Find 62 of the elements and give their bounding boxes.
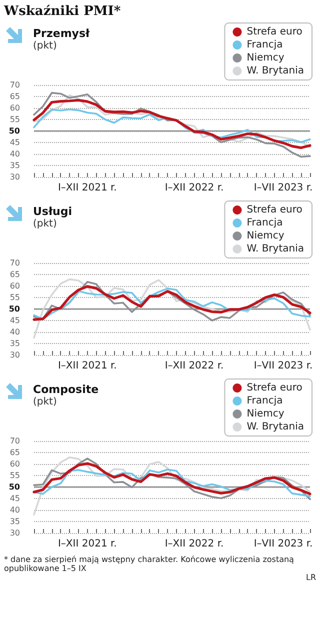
line-series (33, 92, 311, 158)
legend-label: W. Brytania (246, 244, 304, 254)
chart-title: Usługi (33, 205, 72, 218)
y-tick-label: 55 (10, 115, 20, 124)
y-tick-label: 45 (10, 316, 20, 325)
y-tick-label: 40 (10, 328, 20, 336)
line-series (33, 108, 311, 144)
legend-label: W. Brytania (246, 422, 304, 432)
y-tick-label: 65 (10, 448, 20, 457)
legend-label: W. Brytania (246, 66, 304, 76)
x-tick-label: I–XII 2021 r. (58, 360, 117, 372)
text: * dane za sierpień mają wstępny charakter. Końcowe wyliczenia zostaną opublikowane 1–5 IX (3, 555, 295, 573)
y-tick-label: 55 (10, 471, 20, 480)
legend-label: Niemcy (246, 408, 284, 420)
y-tick-label: 45 (10, 138, 20, 147)
y-tick-label: 70 (10, 258, 20, 268)
y-tick-label: 30 (10, 350, 20, 360)
x-tick-label: I–VII 2023 r. (254, 360, 313, 372)
y-axis-title: (pkt) (33, 218, 57, 230)
chart-title: Wskaźniki PMI* (2, 3, 122, 21)
chart-subtitle: Przemysł (33, 27, 91, 40)
x-tick-label: I–VII 2023 r. (254, 182, 313, 194)
y-tick-label: 60 (10, 460, 20, 468)
y-axis-title: (pkt) (33, 396, 57, 408)
y-tick-label: 65 (10, 270, 20, 279)
x-tick-label: I–VII 2023 r. (254, 538, 313, 550)
line-series (33, 468, 311, 498)
legend-label: Francja (246, 218, 283, 228)
y-tick-label: 45 (10, 494, 20, 503)
y-tick-label: 40 (10, 506, 20, 514)
legend-label: Strefa euro (246, 26, 302, 38)
line-series (33, 456, 311, 516)
chart-title: Composite (33, 383, 99, 396)
y-tick-label: 35 (10, 161, 20, 170)
line-series (33, 278, 311, 339)
legend-label: Niemcy (246, 230, 284, 242)
x-tick-label: I–XII 2021 r. (58, 538, 117, 550)
legend-label: Strefa euro (246, 204, 302, 216)
y-tick-label: 30 (10, 528, 20, 538)
y-tick-label: 30 (10, 172, 20, 182)
y-tick-label: 70 (10, 80, 20, 90)
y-tick-label: 55 (10, 293, 20, 302)
y-tick-label: 50 (8, 482, 20, 492)
x-tick-label: I–XII 2022 r. (164, 360, 224, 372)
y-tick-label: 60 (10, 282, 20, 290)
legend-label: Francja (246, 40, 283, 50)
x-tick-label: I–XII 2022 r. (164, 538, 224, 550)
y-tick-label: 60 (10, 104, 20, 112)
legend-label: Strefa euro (246, 382, 302, 394)
y-tick-label: 65 (10, 92, 20, 101)
y-tick-label: 50 (8, 126, 20, 136)
legend-label: Francja (246, 396, 283, 406)
y-tick-label: 35 (10, 339, 20, 348)
x-tick-label: I–XII 2021 r. (58, 182, 117, 194)
x-tick-label: I–XII 2022 r. (164, 182, 224, 194)
y-tick-label: 35 (10, 517, 20, 526)
y-tick-label: 70 (10, 436, 20, 446)
y-tick-label: 40 (10, 150, 20, 158)
y-tick-label: 50 (8, 304, 20, 314)
text: LR (304, 573, 317, 582)
y-axis-title: (pkt) (33, 40, 57, 52)
legend-label: Niemcy (246, 52, 284, 64)
